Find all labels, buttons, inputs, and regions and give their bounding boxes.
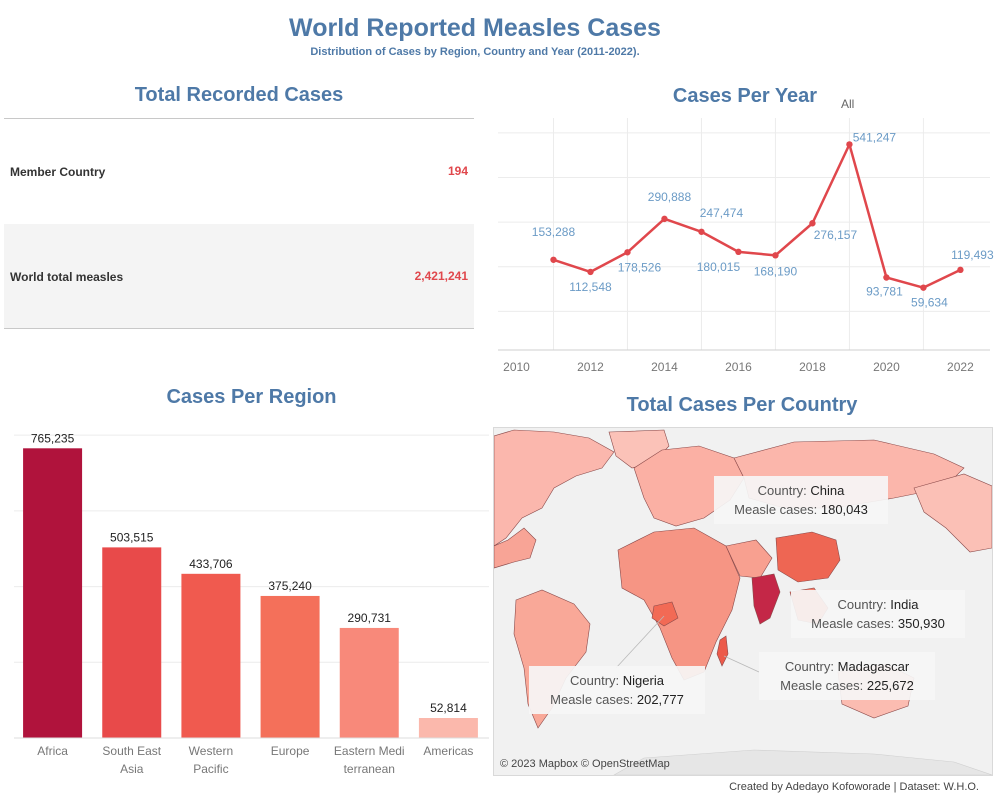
totals-row-world-total[interactable]: World total measles 2,421,241 <box>4 224 474 328</box>
country-map[interactable]: Country: China Measle cases: 180,043 Cou… <box>493 427 993 776</box>
kpi-label: Member Country <box>10 165 106 179</box>
totals-bottom-divider <box>4 328 474 329</box>
line-point <box>661 215 668 223</box>
line-data-label: 276,157 <box>814 228 858 242</box>
line-data-label: 290,888 <box>648 190 692 204</box>
tooltip-field-country: Country: <box>784 659 834 674</box>
bar-value-label: 433,706 <box>189 557 233 571</box>
map-tooltip-china: Country: China Measle cases: 180,043 <box>714 476 888 524</box>
tooltip-country: Madagascar <box>837 659 910 674</box>
line-data-label: 119,493 <box>951 248 994 262</box>
footer-credit: Created by Adedayo Kofoworade | Dataset:… <box>729 781 979 793</box>
bar-category-label: South East <box>102 744 161 758</box>
tooltip-field-cases: Measle cases: <box>811 616 895 631</box>
bar-value-label: 52,814 <box>430 701 467 715</box>
kpi-label: World total measles <box>10 270 124 284</box>
tooltip-country: Nigeria <box>622 673 664 688</box>
line-x-tick-label: 2012 <box>577 360 604 374</box>
bar-value-label: 503,515 <box>110 530 154 544</box>
line-x-tick-label: 2010 <box>503 360 530 374</box>
bar-western-pacific <box>181 573 241 738</box>
line-x-tick-label: 2018 <box>799 360 826 374</box>
line-data-label: 247,474 <box>700 206 744 220</box>
bar-category-label: Western <box>189 744 233 758</box>
tooltip-field-country: Country: <box>757 483 807 498</box>
map-attribution[interactable]: © 2023 Mapbox © OpenStreetMap <box>500 758 670 770</box>
year-filter-label[interactable]: All <box>841 97 855 111</box>
tooltip-cases: 202,777 <box>636 692 684 707</box>
map-tooltip-madagascar: Country: Madagascar Measle cases: 225,67… <box>759 652 935 700</box>
line-point <box>735 248 742 256</box>
bar-chart-title: Cases Per Region <box>166 386 337 408</box>
kpi-value: 2,421,241 <box>414 269 468 283</box>
bar-europe <box>260 595 320 738</box>
dashboard-title: World Reported Measles Cases <box>289 14 661 42</box>
tooltip-cases: 180,043 <box>820 502 868 517</box>
map-tooltip-nigeria: Country: Nigeria Measle cases: 202,777 <box>529 666 705 714</box>
bar-category-label: Eastern Medi <box>334 744 405 758</box>
bar-africa <box>23 448 83 738</box>
tooltip-field-country: Country: <box>570 673 620 688</box>
line-x-tick-label: 2014 <box>651 360 678 374</box>
line-data-label: 112,548 <box>569 280 612 294</box>
line-series <box>553 143 961 289</box>
bar-value-label: 375,240 <box>268 579 312 593</box>
line-point <box>920 284 927 291</box>
bar-americas <box>418 718 478 738</box>
bar-eastern-mediterranean <box>339 627 399 738</box>
tooltip-field-cases: Measle cases: <box>734 502 818 517</box>
line-data-label: 168,190 <box>754 264 798 278</box>
line-data-label: 153,288 <box>532 225 576 239</box>
line-data-label: 93,781 <box>866 284 903 298</box>
bar-category-label: terranean <box>344 762 395 776</box>
line-point <box>587 268 594 276</box>
line-point <box>624 249 631 256</box>
bar-category-label: Pacific <box>193 762 228 776</box>
map-title: Total Cases Per Country <box>626 394 858 416</box>
line-x-tick-label: 2016 <box>725 360 752 374</box>
line-point <box>809 220 816 227</box>
line-data-label: 178,526 <box>618 260 662 274</box>
bar-category-label: Europe <box>271 744 310 758</box>
tooltip-country: China <box>810 483 845 498</box>
line-point <box>883 274 890 281</box>
tooltip-field-country: Country: <box>837 597 887 612</box>
totals-row-member-country[interactable]: Member Country 194 <box>4 120 474 224</box>
tooltip-cases: 350,930 <box>897 616 945 631</box>
tooltip-field-cases: Measle cases: <box>780 678 864 693</box>
tooltip-field-cases: Measle cases: <box>550 692 634 707</box>
totals-top-divider <box>4 118 474 119</box>
line-point <box>846 141 853 148</box>
bar-south-east-asia <box>102 547 162 738</box>
line-point <box>698 228 705 235</box>
line-x-tick-label: 2022 <box>947 360 974 374</box>
tooltip-cases: 225,672 <box>866 678 914 693</box>
line-point <box>772 252 779 259</box>
tooltip-country: India <box>890 597 919 612</box>
bar-category-label: Asia <box>120 762 144 776</box>
totals-title: Total Recorded Cases <box>134 84 344 106</box>
line-point <box>550 256 557 263</box>
line-data-label: 59,634 <box>911 296 948 310</box>
line-data-label: 541,247 <box>853 130 897 144</box>
line-point <box>957 266 964 274</box>
bar-value-label: 765,235 <box>31 431 75 445</box>
bar-category-label: Americas <box>423 744 473 758</box>
kpi-value: 194 <box>447 164 468 178</box>
line-chart-title: Cases Per Year <box>672 85 818 107</box>
bar-category-label: Africa <box>37 744 68 758</box>
line-data-label: 180,015 <box>697 260 741 274</box>
map-tooltip-india: Country: India Measle cases: 350,930 <box>791 590 965 638</box>
line-x-tick-label: 2020 <box>873 360 900 374</box>
bar-value-label: 290,731 <box>348 611 392 625</box>
dashboard-subtitle: Distribution of Cases by Region, Country… <box>310 46 640 58</box>
